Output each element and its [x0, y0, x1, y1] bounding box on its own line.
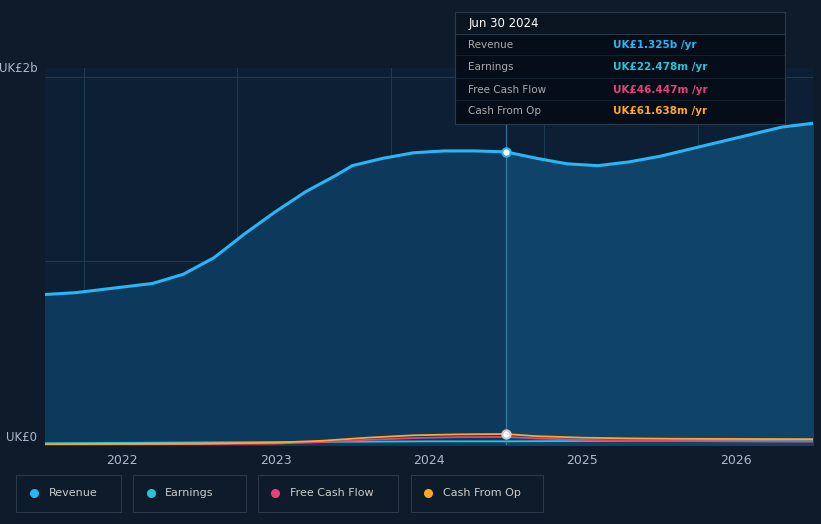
- Text: UK£2b: UK£2b: [0, 62, 38, 74]
- Text: Free Cash Flow: Free Cash Flow: [468, 85, 546, 95]
- Text: Past: Past: [474, 62, 498, 75]
- Text: Revenue: Revenue: [468, 40, 513, 50]
- Text: Earnings: Earnings: [468, 62, 514, 72]
- Text: Cash From Op: Cash From Op: [443, 487, 521, 498]
- Text: Free Cash Flow: Free Cash Flow: [290, 487, 374, 498]
- Text: UK£22.478m /yr: UK£22.478m /yr: [613, 62, 708, 72]
- Text: Revenue: Revenue: [48, 487, 97, 498]
- Text: Earnings: Earnings: [165, 487, 213, 498]
- Text: UK£0: UK£0: [7, 431, 38, 444]
- Text: UK£61.638m /yr: UK£61.638m /yr: [613, 106, 708, 116]
- Text: Jun 30 2024: Jun 30 2024: [468, 17, 539, 30]
- Text: Analysts Forecasts: Analysts Forecasts: [513, 62, 623, 75]
- FancyBboxPatch shape: [455, 12, 785, 35]
- Text: UK£1.325b /yr: UK£1.325b /yr: [613, 40, 697, 50]
- Text: UK£46.447m /yr: UK£46.447m /yr: [613, 85, 708, 95]
- Text: Cash From Op: Cash From Op: [468, 106, 541, 116]
